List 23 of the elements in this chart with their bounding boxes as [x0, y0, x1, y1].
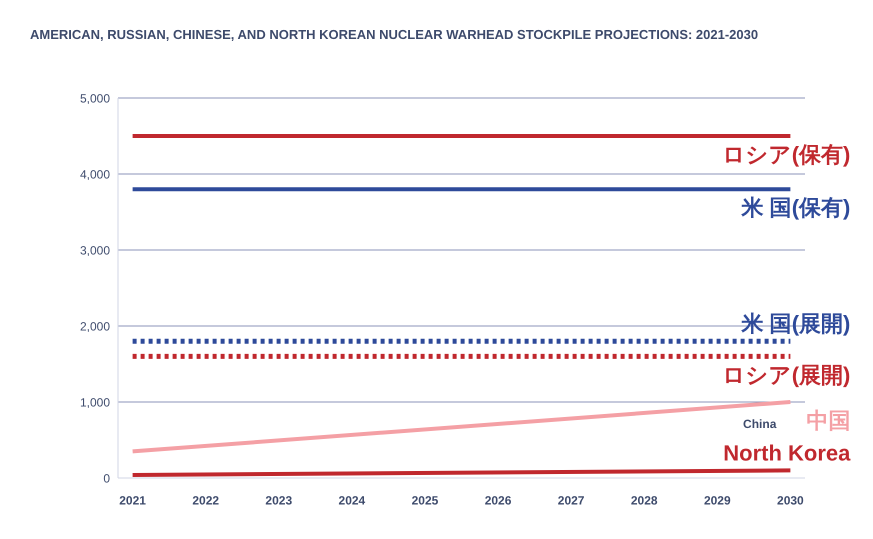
- series-label: 中国: [806, 408, 850, 433]
- chart-title: AMERICAN, RUSSIAN, CHINESE, AND NORTH KOREAN NUCLEAR WARHEAD STOCKPILE PROJECTIONS: 2021-2030: [30, 26, 760, 44]
- series-label: ロシア(展開): [722, 362, 850, 388]
- y-tick-label: 2,000: [80, 319, 110, 334]
- x-tick-label: 2022: [192, 494, 220, 508]
- y-tick-label: 0: [103, 471, 110, 486]
- annotation: China: [743, 417, 777, 431]
- y-tick-label: 3,000: [80, 243, 110, 258]
- x-tick-label: 2030: [777, 494, 804, 508]
- x-tick-label: 2025: [412, 494, 439, 508]
- y-tick-label: 4,000: [80, 167, 110, 182]
- x-tick-label: 2026: [484, 494, 512, 508]
- x-tick-label: 2028: [630, 494, 658, 508]
- x-tick-label: 2029: [704, 494, 731, 508]
- y-tick-label: 1,000: [80, 395, 110, 410]
- y-tick-label: 5,000: [80, 91, 110, 106]
- x-tick-label: 2021: [119, 494, 146, 508]
- series-label: ロシア(保有): [722, 142, 850, 167]
- series-label: 米 国(保有): [740, 195, 850, 220]
- series-label: North Korea: [723, 440, 852, 466]
- x-tick-label: 2024: [338, 494, 366, 508]
- x-tick-label: 2023: [265, 494, 292, 508]
- x-tick-label: 2027: [558, 494, 585, 508]
